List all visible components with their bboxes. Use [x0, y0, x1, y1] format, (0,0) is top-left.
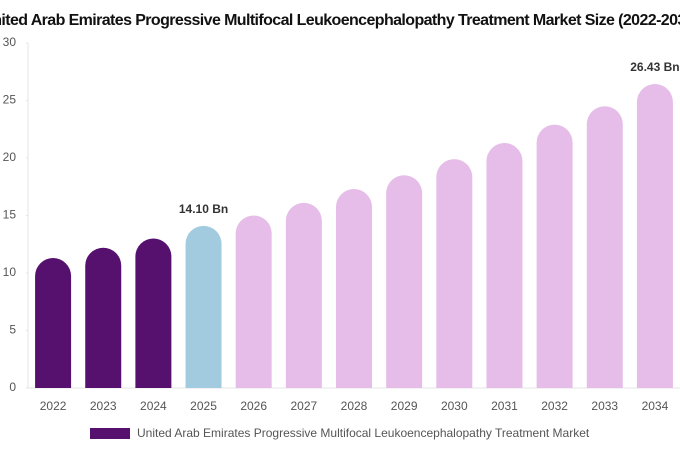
bar: [586, 106, 623, 388]
bar: [536, 124, 573, 388]
bar: [35, 258, 72, 388]
y-tick-label: 0: [9, 380, 16, 394]
x-tick-label: 2026: [240, 399, 267, 413]
x-tick-label: 2031: [491, 399, 518, 413]
bar: [336, 189, 372, 388]
x-tick-label: 2029: [391, 399, 418, 413]
y-tick-label: 20: [3, 150, 17, 164]
bar: [285, 202, 322, 388]
bar: [135, 238, 172, 388]
x-tick-label: 2023: [90, 399, 117, 413]
bar: [235, 215, 272, 388]
bar: [486, 143, 523, 388]
bar: [636, 84, 673, 389]
x-tick-label: 2024: [140, 399, 167, 413]
y-tick-label: 15: [3, 208, 17, 222]
value-label: 26.43 Bn: [630, 60, 679, 74]
legend-swatch: [90, 428, 130, 439]
x-tick-label: 2030: [441, 399, 468, 413]
x-tick-label: 2027: [290, 399, 317, 413]
x-tick-label: 2028: [341, 399, 368, 413]
value-label: 14.10 Bn: [179, 202, 228, 216]
x-tick-label: 2034: [642, 399, 669, 413]
x-tick-label: 2032: [541, 399, 568, 413]
bar: [185, 225, 222, 388]
bar: [436, 159, 473, 388]
y-tick-label: 10: [3, 265, 17, 279]
chart-title: United Arab Emirates Progressive Multifo…: [0, 12, 680, 29]
y-tick-label: 30: [3, 35, 17, 49]
x-tick-label: 2025: [190, 399, 217, 413]
x-tick-label: 2033: [591, 399, 618, 413]
x-tick-label: 2022: [40, 399, 67, 413]
legend-label: United Arab Emirates Progressive Multifo…: [137, 426, 590, 440]
y-tick-label: 5: [9, 323, 16, 337]
bar: [85, 247, 122, 388]
y-tick-label: 25: [3, 93, 17, 107]
bar: [386, 175, 423, 388]
